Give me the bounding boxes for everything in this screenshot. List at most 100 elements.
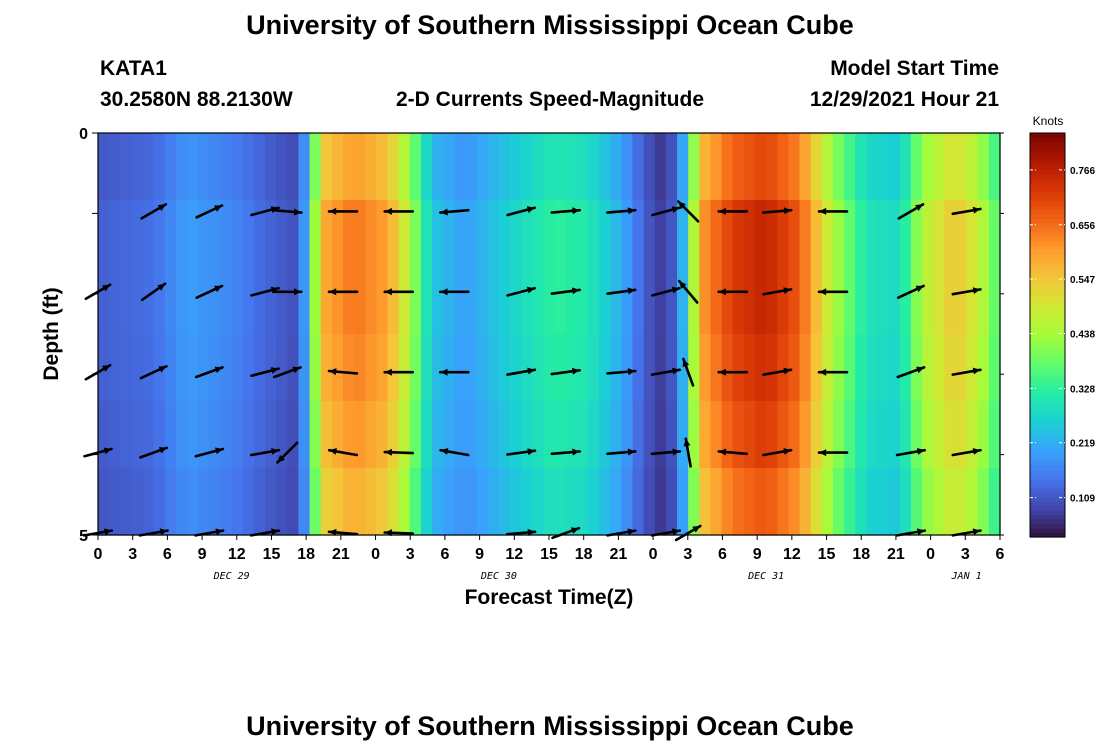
current-arrow-head [271,448,279,455]
y-tick-label: 0 [79,126,88,143]
x-tick-label: 15 [263,546,281,563]
current-arrow-head [526,206,535,213]
current-arrow [550,448,582,456]
heatmap-cell [966,133,979,201]
heatmap-cell [409,200,422,268]
current-arrow [506,367,537,376]
heatmap-cell [187,468,199,536]
heatmap-cell [398,334,411,402]
heatmap-cell [777,200,790,268]
speed-heatmap [98,133,1001,536]
colorbar-swatch [1030,388,1065,394]
heatmap-cell [276,267,288,335]
day-label: DEC 31 [747,571,784,582]
heatmap-cell [710,334,723,402]
current-arrow [272,366,302,379]
current-arrow [195,284,224,300]
heatmap-cell [510,334,522,402]
colorbar-tick-label: 0.219 [1070,439,1095,450]
heatmap-cell [988,334,1001,402]
current-arrow [951,367,982,376]
heatmap-cell [398,468,411,536]
x-tick-label: 12 [505,546,523,563]
heatmap-cell [688,468,700,536]
current-arrow-head [214,366,223,374]
heatmap-cell [231,200,244,268]
heatmap-cell [265,133,277,201]
current-arrow-head [440,448,449,455]
heatmap-cell [777,133,790,201]
heatmap-cell [231,334,244,402]
current-arrow-head [682,359,690,367]
current-arrow-head [571,287,580,295]
x-tick-label: 12 [228,546,246,563]
heatmap-cell [799,133,812,201]
colorbar-swatch [1030,168,1065,174]
current-arrow-head [672,367,680,375]
current-arrow [650,367,682,376]
heatmap-cell [632,267,645,335]
heatmap-cell [755,468,767,536]
heatmap-cell [944,267,957,335]
current-arrow [761,207,793,215]
current-arrow-head [526,286,535,294]
heatmap-cell [988,200,1001,268]
heatmap-cell [755,267,767,335]
heatmap-cell [855,401,867,469]
heatmap-cell [587,468,600,536]
heatmap-cell [743,334,756,402]
current-arrow [817,368,849,376]
heatmap-cell [487,200,500,268]
heatmap-cell [743,200,756,268]
heatmap-cell [432,133,444,201]
current-arrow [717,288,749,296]
current-arrow [817,207,849,215]
current-arrow [682,357,695,387]
colorbar-swatch [1030,321,1065,327]
heatmap-cell [832,133,845,201]
heatmap-cell [988,133,1001,201]
current-arrow [717,368,749,376]
colorbar-ticks: 0.109 0.219 0.328 0.438 0.547 0.656 0.766 [1030,166,1095,505]
current-arrow-head [104,528,112,536]
colorbar-swatch [1030,227,1065,233]
heatmap-cell [877,468,890,536]
heatmap-cell [688,133,700,201]
heatmap-cell [654,334,667,402]
heatmap-cell [365,401,377,469]
heatmap-cell [610,200,622,268]
current-arrow-head [329,288,337,296]
colorbar-swatch [1030,532,1065,538]
heatmap-cell [510,200,522,268]
heatmap-cell [988,468,1001,536]
colorbar-swatch [1030,173,1065,179]
heatmap-cell [187,334,199,402]
heatmap-cell [331,401,344,469]
heatmap-cell [287,401,300,469]
x-tick-label: 0 [649,546,658,563]
heatmap-cell [610,468,622,536]
colorbar-swatch [1030,258,1065,264]
colorbar-swatch [1030,375,1065,381]
current-arrow-head [572,207,580,215]
heatmap-cell [632,133,645,201]
current-arrow [194,366,224,379]
heatmap-cell [944,334,957,402]
current-arrow-head [678,201,686,210]
heatmap-cell [420,133,433,201]
heatmap-cell [175,401,188,469]
current-arrow-head [329,368,337,376]
x-tick-label: 21 [609,546,627,563]
heatmap-cell [866,468,879,536]
heatmap-cell [376,267,389,335]
colorbar-swatch [1030,141,1065,148]
current-arrow-head [571,367,580,375]
colorbar-swatch [1030,465,1065,471]
colorbar-swatch [1030,177,1065,183]
heatmap-cell [710,267,723,335]
heatmap-cell [955,401,968,469]
colorbar-swatch [1030,505,1065,511]
x-tick-label: 6 [440,546,449,563]
colorbar-swatch [1030,218,1065,224]
